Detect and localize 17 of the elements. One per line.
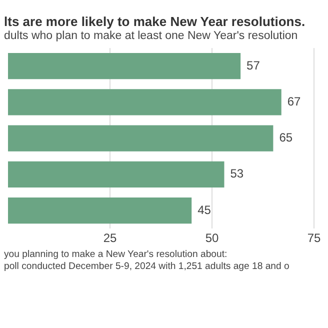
bar — [8, 197, 192, 224]
data-label: 67 — [287, 94, 302, 108]
x-tick-label: 25 — [103, 231, 117, 246]
data-label: 57 — [246, 58, 260, 72]
text: poll conducted December 5-9, 2024 with 1,251 adults age 18 and o — [4, 261, 290, 273]
data-label: 65 — [279, 130, 293, 145]
bar — [8, 125, 274, 152]
text: you planning to make a New Year's resolution about: — [4, 249, 228, 261]
bar — [8, 161, 224, 188]
bar — [8, 53, 241, 80]
x-tick-label: 75 — [307, 231, 321, 246]
bar — [8, 89, 282, 116]
data-label: 45 — [198, 202, 212, 217]
chart-subtitle: dults who plan to make at least one New Year's resolution — [4, 30, 299, 42]
data-label: 53 — [230, 166, 244, 181]
chart-title: lts are more likely to make New Year resolutions. — [4, 14, 306, 29]
x-tick-label: 50 — [205, 231, 219, 246]
